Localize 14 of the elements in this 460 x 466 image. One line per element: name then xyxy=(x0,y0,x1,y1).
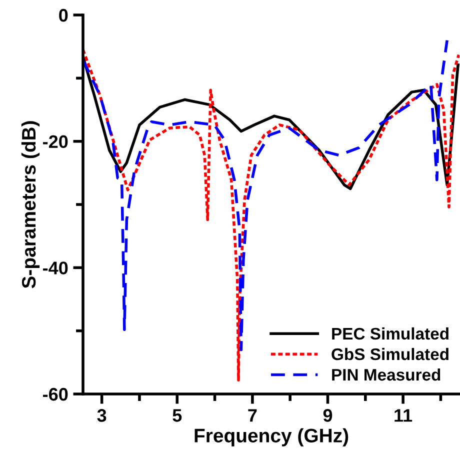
x-tick-label: 5 xyxy=(172,409,182,422)
legend-label: PEC Simulated xyxy=(332,327,448,340)
y-tick-label: -40 xyxy=(43,262,68,274)
x-tick-label: 7 xyxy=(248,409,257,422)
x-tick-label: 3 xyxy=(97,409,106,422)
y-tick-label: -60 xyxy=(43,388,68,401)
y-axis-title: S-parameters (dB) xyxy=(21,121,40,288)
x-axis-title: Frequency (GHz) xyxy=(194,428,348,446)
y-tick-label: -20 xyxy=(43,135,68,148)
x-tick-label: 11 xyxy=(394,409,412,422)
x-tick-label: 9 xyxy=(323,409,332,422)
y-tick-label: 0 xyxy=(59,8,68,22)
legend-label: GbS Simulated xyxy=(332,348,448,360)
legend-label: PIN Measured xyxy=(332,368,440,381)
